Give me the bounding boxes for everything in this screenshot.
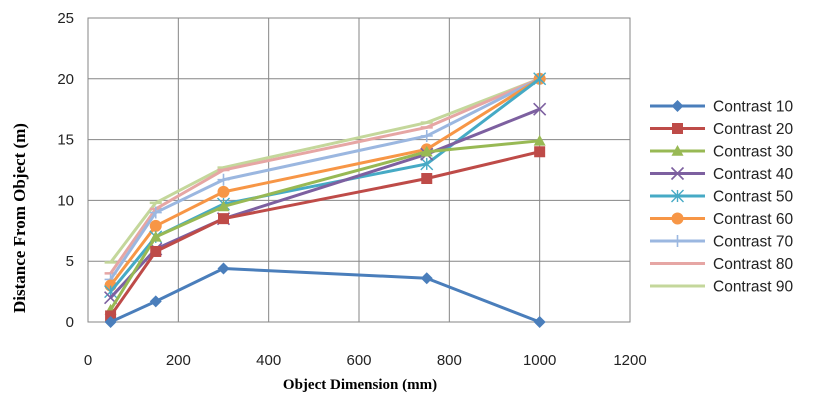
data-point <box>218 213 229 225</box>
legend-item: Contrast 30 <box>650 144 794 161</box>
data-point <box>217 262 230 275</box>
data-point <box>534 146 546 158</box>
x-tick-label: 0 <box>84 352 92 369</box>
data-point <box>533 316 546 328</box>
data-point <box>420 129 433 142</box>
data-point <box>105 310 117 322</box>
legend-item: Contrast 90 <box>650 279 794 296</box>
data-point <box>420 272 433 285</box>
legend-item: Contrast 10 <box>650 99 794 116</box>
legend-item: Contrast 20 <box>650 121 794 138</box>
legend: Contrast 10 Contrast 20 Contrast 30 Contras… <box>650 99 794 296</box>
y-tick-label: 25 <box>57 10 74 27</box>
data-point <box>420 145 433 157</box>
data-point <box>533 102 547 116</box>
legend-label: Contrast 40 <box>713 166 794 183</box>
x-axis-ticks: 0 200 400 600 800 1000 1200 <box>84 352 647 369</box>
legend-item: Contrast 70 <box>650 234 794 251</box>
legend-label: Contrast 80 <box>713 256 794 273</box>
data-point <box>420 157 434 171</box>
y-axis-ticks: 0 5 10 15 20 25 <box>57 10 74 331</box>
data-point <box>421 173 433 185</box>
x-tick-label: 800 <box>437 352 462 369</box>
legend-swatch-marker <box>671 235 684 247</box>
series-contrast-10 <box>104 262 546 328</box>
legend-swatch-marker <box>671 145 684 156</box>
legend-swatch-marker <box>670 166 685 181</box>
series-layer <box>104 72 547 328</box>
y-tick-label: 5 <box>66 253 74 270</box>
data-point <box>217 173 230 186</box>
legend-label: Contrast 50 <box>713 189 794 206</box>
data-point <box>533 72 547 86</box>
legend-swatch-marker <box>671 212 684 225</box>
y-tick-label: 20 <box>57 71 74 88</box>
data-point <box>217 185 230 198</box>
y-axis-title: Distance From Object (m) <box>10 123 29 313</box>
data-point <box>149 206 162 219</box>
legend-label: Contrast 70 <box>713 234 794 251</box>
series-contrast-20 <box>105 146 546 322</box>
data-point <box>217 200 230 212</box>
legend-item: Contrast 80 <box>650 256 794 273</box>
x-tick-label: 1000 <box>523 352 556 369</box>
x-tick-label: 1200 <box>613 352 646 369</box>
y-tick-label: 15 <box>57 132 74 149</box>
data-point <box>104 316 117 328</box>
legend-item: Contrast 60 <box>650 211 794 228</box>
data-point <box>149 230 162 242</box>
x-tick-label: 600 <box>346 352 371 369</box>
legend-swatch-marker <box>671 100 684 112</box>
data-point <box>149 219 162 232</box>
legend-label: Contrast 30 <box>713 144 794 161</box>
data-point <box>150 245 162 257</box>
legend-label: Contrast 60 <box>713 211 794 228</box>
x-axis-title: Object Dimension (mm) <box>283 377 437 393</box>
data-point <box>533 134 546 146</box>
y-tick-label: 10 <box>57 192 74 209</box>
legend-label: Contrast 20 <box>713 121 794 138</box>
x-tick-label: 200 <box>166 352 191 369</box>
legend-swatch-marker <box>672 123 683 134</box>
legend-label: Contrast 10 <box>713 99 794 116</box>
legend-item: Contrast 50 <box>650 189 794 206</box>
legend-swatch-marker <box>671 189 684 203</box>
x-tick-label: 400 <box>256 352 281 369</box>
legend-item: Contrast 40 <box>650 166 794 183</box>
y-tick-label: 0 <box>66 314 74 331</box>
data-point <box>149 295 162 308</box>
legend-label: Contrast 90 <box>713 279 794 296</box>
